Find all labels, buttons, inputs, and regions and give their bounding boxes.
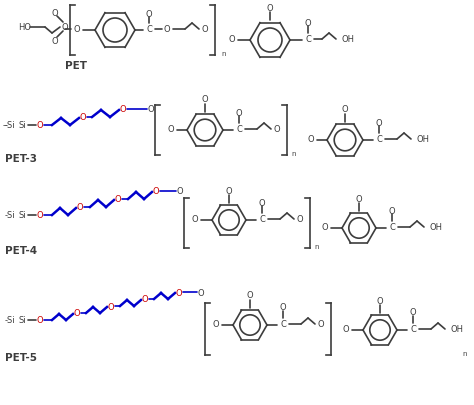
Text: O: O (267, 4, 273, 13)
Text: O: O (115, 195, 121, 204)
Text: HO: HO (18, 23, 31, 32)
Text: O: O (73, 26, 80, 34)
Text: C: C (376, 135, 382, 144)
Text: O: O (305, 19, 311, 28)
Text: C: C (146, 26, 152, 34)
Text: O: O (142, 295, 148, 304)
Text: C: C (410, 325, 416, 334)
Text: C: C (280, 320, 286, 329)
Text: O: O (297, 215, 303, 224)
Text: OH: OH (417, 135, 430, 144)
Text: O: O (308, 135, 314, 144)
Text: O: O (389, 206, 395, 215)
Text: OH: OH (430, 223, 443, 232)
Text: O: O (342, 105, 348, 114)
Text: O: O (259, 198, 265, 207)
Text: O: O (376, 118, 383, 127)
Text: PET-5: PET-5 (5, 352, 37, 362)
Text: O: O (280, 303, 286, 312)
Text: O: O (153, 187, 159, 196)
Text: C: C (236, 125, 242, 134)
Text: -Si: -Si (5, 211, 16, 220)
Text: Si: Si (18, 121, 26, 130)
Text: PET-3: PET-3 (5, 153, 37, 164)
Text: PET-4: PET-4 (5, 245, 37, 256)
Text: O: O (36, 211, 43, 220)
Text: O: O (177, 187, 183, 196)
Text: C: C (305, 35, 311, 45)
Text: O: O (226, 186, 232, 195)
Text: O: O (273, 125, 280, 134)
Text: O: O (108, 302, 114, 311)
Text: O: O (318, 320, 324, 329)
Text: O: O (77, 203, 83, 212)
Text: -Si: -Si (5, 316, 16, 325)
Text: O: O (52, 36, 58, 45)
Text: O: O (410, 308, 416, 317)
Text: O: O (377, 296, 383, 305)
Text: n: n (462, 350, 466, 356)
Text: O: O (202, 95, 208, 104)
Text: PET: PET (65, 61, 87, 71)
Text: O: O (191, 215, 198, 224)
Text: n: n (291, 151, 295, 157)
Text: O: O (228, 35, 235, 45)
Text: O: O (36, 316, 43, 325)
Text: –: – (3, 121, 7, 130)
Text: O: O (52, 9, 58, 17)
Text: O: O (73, 309, 80, 318)
Text: O: O (148, 104, 155, 113)
Text: Si: Si (18, 211, 26, 220)
Text: O: O (164, 26, 170, 34)
Text: O: O (62, 23, 68, 32)
Text: O: O (202, 26, 208, 34)
Text: n: n (314, 243, 319, 249)
Text: OH: OH (451, 325, 464, 334)
Text: O: O (356, 194, 362, 203)
Text: O: O (236, 108, 242, 117)
Text: -Si: -Si (5, 121, 16, 130)
Text: Si: Si (18, 316, 26, 325)
Text: O: O (322, 223, 328, 232)
Text: O: O (343, 325, 349, 334)
Text: O: O (80, 113, 86, 122)
Text: C: C (259, 215, 265, 224)
Text: O: O (198, 288, 204, 297)
Text: O: O (246, 291, 253, 300)
Text: O: O (213, 320, 219, 329)
Text: O: O (146, 9, 152, 19)
Text: O: O (120, 105, 126, 114)
Text: OH: OH (342, 35, 355, 45)
Text: O: O (168, 125, 174, 134)
Text: O: O (176, 288, 182, 297)
Text: n: n (221, 51, 226, 57)
Text: C: C (389, 223, 395, 232)
Text: O: O (36, 121, 43, 130)
